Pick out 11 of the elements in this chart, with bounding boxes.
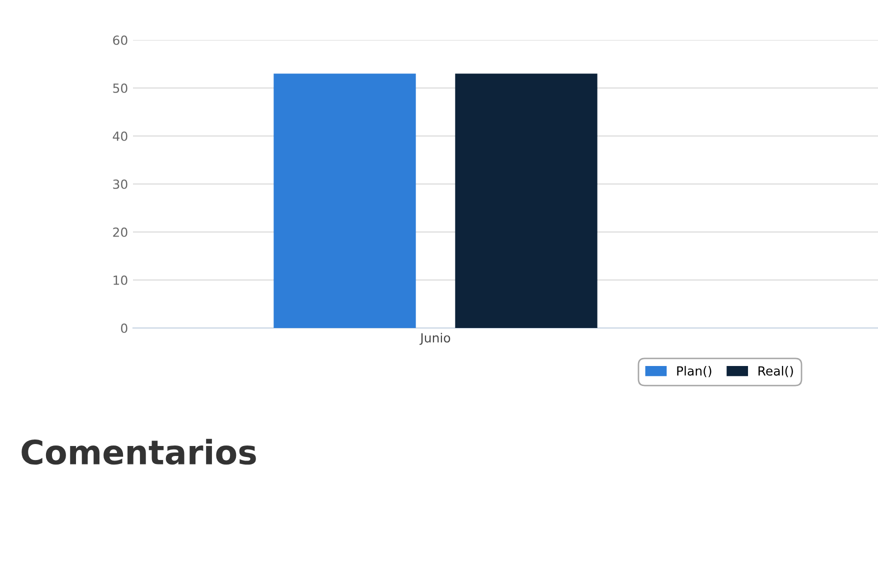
legend-label: Plan() <box>677 366 712 378</box>
y-tick-label: 40 <box>112 131 128 141</box>
y-tick-label: 30 <box>113 179 128 189</box>
y-tick-label: 50 <box>113 83 128 93</box>
y-tick-label: 10 <box>114 275 128 285</box>
y-tick-label: 20 <box>113 227 128 237</box>
legend-label: Real() <box>758 366 793 378</box>
y-tick-label: 60 <box>113 35 128 45</box>
x-tick-label: Junio <box>420 332 450 345</box>
text: Comentarios <box>22 438 256 465</box>
y-tick-label: 0 <box>121 323 128 333</box>
